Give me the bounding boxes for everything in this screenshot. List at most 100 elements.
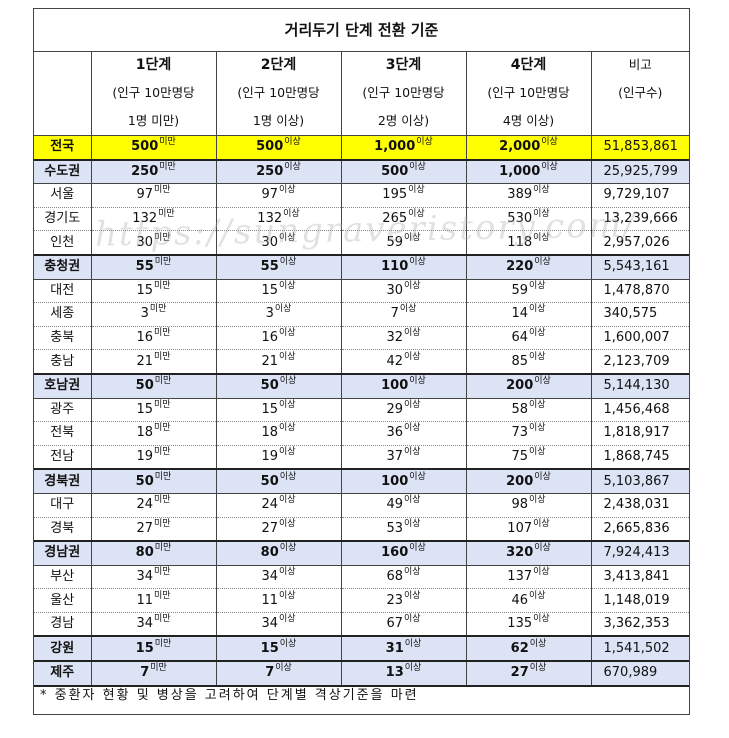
table-body: 전국 500미만 500이상 1,000이상 2,000이상 51,853,861 수도권 2… (34, 135, 689, 687)
stage-value-suffix: 이상 (278, 423, 296, 434)
population-value: 1,478,870 (590, 279, 689, 304)
stage-3-value: 36이상 (340, 421, 466, 446)
header-stage-3: 3단계 (340, 51, 466, 79)
stage-2-value: 50이상 (215, 468, 341, 494)
stage-2-value: 15이상 (215, 635, 341, 662)
stage-value-number: 18 (136, 425, 153, 441)
stage-1-value: 7미만 (90, 660, 216, 687)
stage-value-number: 7 (140, 665, 150, 681)
stage-value-suffix: 이상 (409, 376, 426, 387)
table-row: 울산 11미만 11이상 23이상 46이상 1,148,019 (34, 588, 689, 613)
stage-value-number: 7 (265, 665, 275, 681)
stage-value-number: 68 (386, 568, 403, 584)
table-row: 충남 21미만 21이상 42이상 85이상 2,123,709 (34, 349, 689, 375)
stage-value-suffix: 미만 (150, 663, 167, 674)
region-name: 광주 (34, 398, 91, 423)
stage-value-suffix: 이상 (279, 376, 297, 387)
stage-4-value: 73이상 (465, 421, 591, 446)
header-stage-2-basis: (인구 10만명당 (215, 79, 341, 107)
header-stage-4: 4단계 (465, 51, 591, 79)
population-value: 51,853,861 (590, 135, 689, 161)
stage-value-suffix: 이상 (278, 185, 296, 196)
stage-value-suffix: 이상 (278, 399, 296, 410)
table-row: 호남권 50미만 50이상 100이상 200이상 5,144,130 (34, 372, 689, 399)
stage-value-number: 59 (386, 234, 403, 250)
stage-4-value: 14이상 (465, 302, 591, 327)
stage-value-number: 250 (256, 163, 284, 179)
region-name: 경남 (34, 612, 91, 637)
stage-value-suffix: 이상 (278, 447, 296, 458)
stage-value-suffix: 이상 (403, 614, 421, 625)
stage-value-suffix: 미만 (153, 399, 171, 410)
stage-value-suffix: 미만 (153, 232, 171, 243)
region-name: 경북권 (34, 468, 91, 494)
stage-value-number: 160 (381, 545, 409, 561)
stage-1-value: 34미만 (90, 565, 216, 590)
population-value: 3,413,841 (590, 565, 689, 590)
stage-value-suffix: 이상 (278, 232, 296, 243)
region-name: 전북 (34, 421, 91, 446)
header-empty-cell (590, 107, 689, 136)
stage-2-value: 250이상 (215, 158, 341, 185)
stage-value-suffix: 이상 (408, 209, 425, 220)
header-stage-3-basis: (인구 10만명당 (340, 79, 466, 107)
stage-value-number: 16 (136, 330, 153, 346)
population-value: 2,438,031 (590, 493, 689, 518)
stage-value-number: 11 (261, 592, 278, 608)
population-value: 2,665,836 (590, 517, 689, 542)
stage-3-value: 23이상 (340, 588, 466, 613)
stage-2-value: 18이상 (215, 421, 341, 446)
table-row: 광주 15미만 15이상 29이상 58이상 1,456,468 (34, 398, 689, 423)
stage-value-number: 73 (511, 425, 528, 441)
stage-3-value: 67이상 (340, 612, 466, 637)
stage-value-number: 15 (135, 640, 154, 656)
region-name: 전국 (34, 135, 91, 161)
stage-1-value: 15미만 (90, 398, 216, 423)
stage-value-suffix: 이상 (541, 161, 558, 172)
table-row: 경북 27미만 27이상 53이상 107이상 2,665,836 (34, 517, 689, 542)
stage-2-value: 24이상 (215, 493, 341, 518)
stage-value-number: 2,000 (499, 139, 541, 155)
stage-value-number: 64 (511, 330, 528, 346)
stage-value-number: 15 (261, 401, 278, 417)
population-value: 2,123,709 (590, 349, 689, 375)
stage-value-suffix: 이상 (528, 351, 546, 362)
stage-value-suffix: 이상 (279, 257, 297, 268)
stage-value-number: 27 (261, 520, 278, 536)
stage-value-number: 389 (507, 187, 533, 203)
stage-3-value: 29이상 (340, 398, 466, 423)
stage-value-suffix: 이상 (403, 518, 421, 529)
stage-value-suffix: 미만 (153, 495, 171, 506)
stage-value-number: 27 (510, 665, 529, 681)
stage-value-suffix: 미만 (153, 447, 171, 458)
stage-value-number: 18 (261, 425, 278, 441)
stage-2-value: 21이상 (215, 349, 341, 375)
stage-value-number: 67 (386, 616, 403, 632)
stage-value-number: 37 (386, 449, 403, 465)
stage-2-value: 30이상 (215, 230, 341, 256)
stage-3-value: 500이상 (340, 158, 466, 185)
stage-value-suffix: 이상 (533, 185, 550, 196)
header-remark-population: (인구수) (590, 79, 689, 107)
stage-2-value: 80이상 (215, 540, 341, 566)
stage-value-suffix: 이상 (403, 447, 421, 458)
stage-4-value: 98이상 (465, 493, 591, 518)
stage-value-suffix: 미만 (153, 328, 171, 339)
stage-value-suffix: 이상 (278, 495, 296, 506)
stage-value-number: 320 (506, 545, 534, 561)
stage-2-value: 15이상 (215, 398, 341, 423)
region-name: 세종 (34, 302, 91, 327)
stage-value-suffix: 이상 (528, 447, 546, 458)
stage-value-suffix: 미만 (153, 280, 171, 291)
stage-value-number: 135 (507, 616, 533, 632)
stage-1-value: 19미만 (90, 445, 216, 470)
stage-value-suffix: 이상 (529, 663, 547, 674)
population-value: 9,729,107 (590, 183, 689, 208)
stage-2-value: 19이상 (215, 445, 341, 470)
stage-value-suffix: 이상 (533, 614, 550, 625)
stage-value-suffix: 이상 (533, 518, 550, 529)
stage-value-number: 50 (135, 378, 154, 394)
stage-value-number: 85 (511, 353, 528, 369)
stage-value-number: 24 (136, 497, 153, 513)
table-row: 경남 34미만 34이상 67이상 135이상 3,362,353 (34, 612, 689, 637)
